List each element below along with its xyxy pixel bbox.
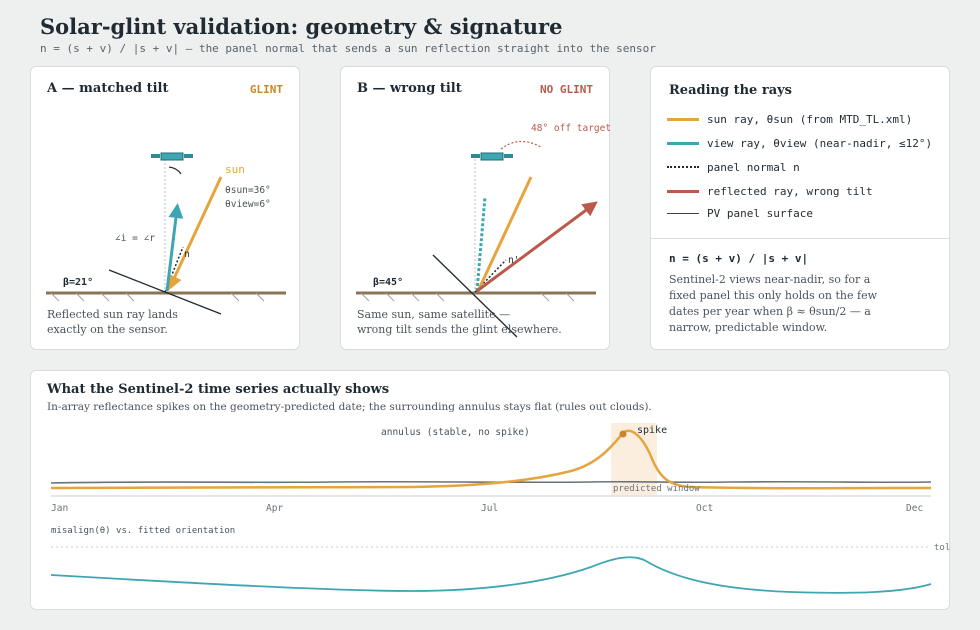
panel-a-caption-line2: exactly on the sensor.: [47, 323, 168, 336]
panel-a-title: A — matched tilt: [47, 81, 169, 96]
month-tick-apr: Apr: [266, 503, 283, 514]
pv-panel-surface-tilted: [432, 254, 518, 338]
sun-label: sun: [225, 163, 245, 176]
annulus-series-line: [50, 480, 932, 484]
panel-b-no-glint-tag: NO GLINT: [540, 83, 593, 96]
legend-swatch-surface: [667, 212, 699, 214]
angle-equality-label: ∠i = ∠r: [115, 233, 155, 244]
legend-swatch-reflected: [667, 189, 699, 193]
sun-angle-label: θsun=36°: [225, 185, 271, 196]
legend-swatch-sun: [667, 117, 699, 121]
view-angle-label: θview=6°: [225, 199, 271, 210]
legend-note-line1: Sentinel-2 views near-nadir, so for a: [669, 273, 871, 286]
legend-label-surface: PV panel surface: [707, 206, 813, 220]
satellite-icon: [151, 152, 193, 161]
predicted-window-band: [611, 423, 657, 495]
normal-label: n: [184, 249, 190, 260]
timeseries-chart: annulus (stable, no spike) spike predict…: [50, 423, 951, 594]
misalign-label: misalign(θ) vs. fitted orientation: [51, 526, 235, 536]
legend-card: Reading the rays sun ray, θsun (from MTD…: [650, 66, 950, 350]
legend-label-normal: panel normal n: [707, 160, 800, 174]
legend-note-line4: narrow, predictable window.: [669, 321, 828, 334]
spike-point: [619, 430, 627, 438]
normal-label: n': [508, 255, 519, 266]
view-ray: [165, 203, 184, 292]
panel-a-caption-line1: Reflected sun ray lands: [47, 308, 178, 321]
panel-a-diagram: sun θsun=36° θview=6° ∠i = ∠r n β=21°: [46, 152, 286, 315]
legend-item-sun-ray: sun ray, θsun (from MTD_TL.xml): [667, 112, 912, 126]
sun-ray: [167, 176, 223, 291]
legend-item-view-ray: view ray, θview (near-nadir, ≤12°): [667, 136, 932, 150]
month-tick-oct: Oct: [696, 503, 713, 514]
off-target-label: 48° off target: [531, 123, 611, 134]
off-target-arc: [500, 140, 542, 150]
legend-label-reflected: reflected ray, wrong tilt: [707, 184, 873, 198]
month-tick-dec: Dec: [906, 503, 923, 514]
angle-arc: [168, 166, 182, 175]
beta-label: β=45°: [373, 277, 403, 288]
misalign-series-line: [50, 556, 932, 594]
page-title: Solar-glint validation: geometry & signa…: [40, 14, 563, 39]
satellite-icon: [471, 152, 513, 161]
reflected-ray-wrong: [476, 201, 598, 293]
legend-label-sun: sun ray, θsun (from MTD_TL.xml): [707, 112, 913, 126]
ground-hatch: [360, 292, 575, 302]
beta-label: β=21°: [63, 277, 93, 288]
legend-note-line2: fixed panel this only holds on the few: [669, 289, 878, 302]
timeseries-title: What the Sentinel-2 time series actually…: [47, 382, 390, 397]
panel-a-glint-tag: GLINT: [249, 83, 283, 96]
legend-swatch-normal: [667, 166, 699, 168]
panel-b-title: B — wrong tilt: [357, 81, 462, 96]
tolerance-label: tol.: [934, 543, 951, 553]
legend-note-line3: dates per year when β ≈ θsun/2 — a: [669, 305, 871, 318]
predicted-window-label: predicted window: [613, 484, 700, 494]
panel-b-diagram: 48° off target n' β=45°: [356, 123, 611, 338]
sun-ray: [477, 176, 533, 290]
legend-item-reflected-ray: reflected ray, wrong tilt: [667, 184, 873, 198]
view-ray-dashed: [475, 196, 487, 292]
panel-normal-wrong: [474, 259, 507, 293]
legend-item-pv-surface: PV panel surface: [667, 206, 813, 220]
panel-b-caption-line2: wrong tilt sends the glint elsewhere.: [357, 323, 562, 336]
panel-b-caption-line1: Same sun, same satellite —: [357, 308, 511, 321]
timeseries-subtitle: In-array reflectance spikes on the geome…: [47, 401, 652, 413]
in-array-reflectance-series-line: [50, 429, 932, 490]
month-tick-jul: Jul: [481, 503, 498, 514]
panel-a-card: A — matched tilt GLINT sun θsun=36: [30, 66, 300, 350]
legend-swatch-view: [667, 141, 699, 145]
month-tick-jan: Jan: [51, 503, 68, 514]
legend-formula: n = (s + v) / |s + v|: [669, 252, 809, 265]
page-subtitle: n = (s + v) / |s + v| — the panel normal…: [40, 42, 656, 55]
legend-divider: [651, 238, 949, 239]
legend-label-view: view ray, θview (near-nadir, ≤12°): [707, 136, 933, 150]
timeseries-card: What the Sentinel-2 time series actually…: [30, 370, 951, 610]
spike-label: spike: [637, 425, 667, 436]
ground-hatch: [50, 292, 265, 302]
legend-item-panel-normal: panel normal n: [667, 160, 800, 174]
legend-title: Reading the rays: [669, 83, 792, 98]
panel-b-card: B — wrong tilt NO GLINT 48° off target n…: [340, 66, 611, 350]
annulus-label: annulus (stable, no spike): [381, 427, 530, 438]
